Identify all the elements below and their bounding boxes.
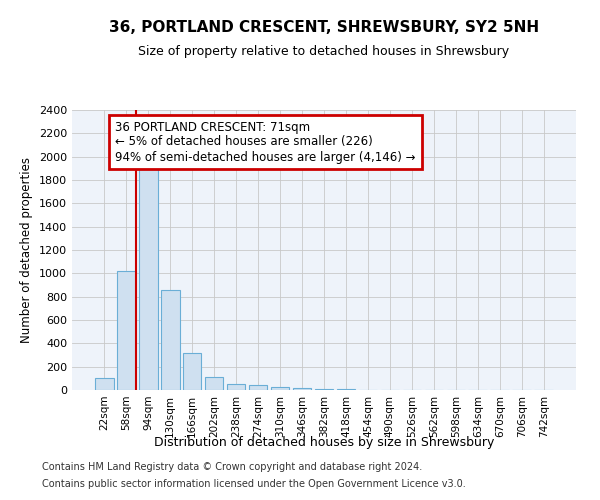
Text: Contains public sector information licensed under the Open Government Licence v3: Contains public sector information licen… xyxy=(42,479,466,489)
Text: 36, PORTLAND CRESCENT, SHREWSBURY, SY2 5NH: 36, PORTLAND CRESCENT, SHREWSBURY, SY2 5… xyxy=(109,20,539,35)
Bar xyxy=(205,376,223,390)
Bar xyxy=(293,388,311,390)
Bar xyxy=(271,386,289,390)
Bar xyxy=(227,384,245,390)
Bar xyxy=(314,389,334,390)
Bar xyxy=(117,271,136,390)
Bar xyxy=(183,352,202,390)
Bar xyxy=(139,168,158,390)
Y-axis label: Number of detached properties: Number of detached properties xyxy=(20,157,34,343)
Bar xyxy=(161,290,179,390)
Text: Contains HM Land Registry data © Crown copyright and database right 2024.: Contains HM Land Registry data © Crown c… xyxy=(42,462,422,472)
Bar xyxy=(249,385,268,390)
Text: Distribution of detached houses by size in Shrewsbury: Distribution of detached houses by size … xyxy=(154,436,494,449)
Bar xyxy=(95,378,113,390)
Text: Size of property relative to detached houses in Shrewsbury: Size of property relative to detached ho… xyxy=(139,45,509,58)
Text: 36 PORTLAND CRESCENT: 71sqm
← 5% of detached houses are smaller (226)
94% of sem: 36 PORTLAND CRESCENT: 71sqm ← 5% of deta… xyxy=(115,120,416,164)
